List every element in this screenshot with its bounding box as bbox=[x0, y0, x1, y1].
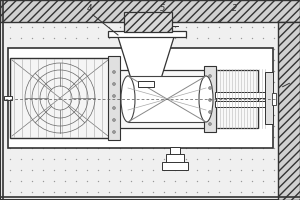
Bar bbox=[128, 76, 206, 122]
Text: 2: 2 bbox=[232, 4, 237, 13]
Bar bbox=[170, 147, 180, 155]
Bar bbox=[118, 70, 258, 128]
Bar bbox=[8, 48, 273, 148]
Bar bbox=[108, 56, 120, 140]
Circle shape bbox=[112, 95, 116, 98]
Circle shape bbox=[112, 118, 116, 121]
Bar bbox=[215, 92, 267, 98]
Circle shape bbox=[112, 106, 116, 110]
Bar bbox=[278, 22, 300, 200]
Bar bbox=[272, 93, 276, 105]
Circle shape bbox=[112, 82, 116, 86]
Text: 5: 5 bbox=[160, 4, 165, 13]
Bar bbox=[204, 66, 216, 132]
Circle shape bbox=[112, 71, 116, 73]
Bar bbox=[124, 12, 172, 32]
Bar bbox=[4, 96, 12, 100]
Bar bbox=[265, 72, 273, 124]
Circle shape bbox=[208, 110, 211, 114]
Polygon shape bbox=[118, 37, 174, 82]
Bar bbox=[166, 154, 184, 163]
Circle shape bbox=[208, 86, 211, 90]
Text: 4: 4 bbox=[87, 4, 93, 13]
Circle shape bbox=[208, 74, 211, 77]
Bar bbox=[108, 31, 186, 37]
Bar bbox=[138, 81, 154, 87]
Bar bbox=[215, 101, 267, 107]
Circle shape bbox=[208, 98, 211, 102]
Circle shape bbox=[208, 122, 211, 126]
Bar bbox=[0, 0, 300, 22]
Circle shape bbox=[112, 130, 116, 134]
Bar bbox=[10, 58, 110, 138]
Bar bbox=[162, 162, 188, 170]
Ellipse shape bbox=[199, 76, 213, 122]
Ellipse shape bbox=[121, 76, 135, 122]
